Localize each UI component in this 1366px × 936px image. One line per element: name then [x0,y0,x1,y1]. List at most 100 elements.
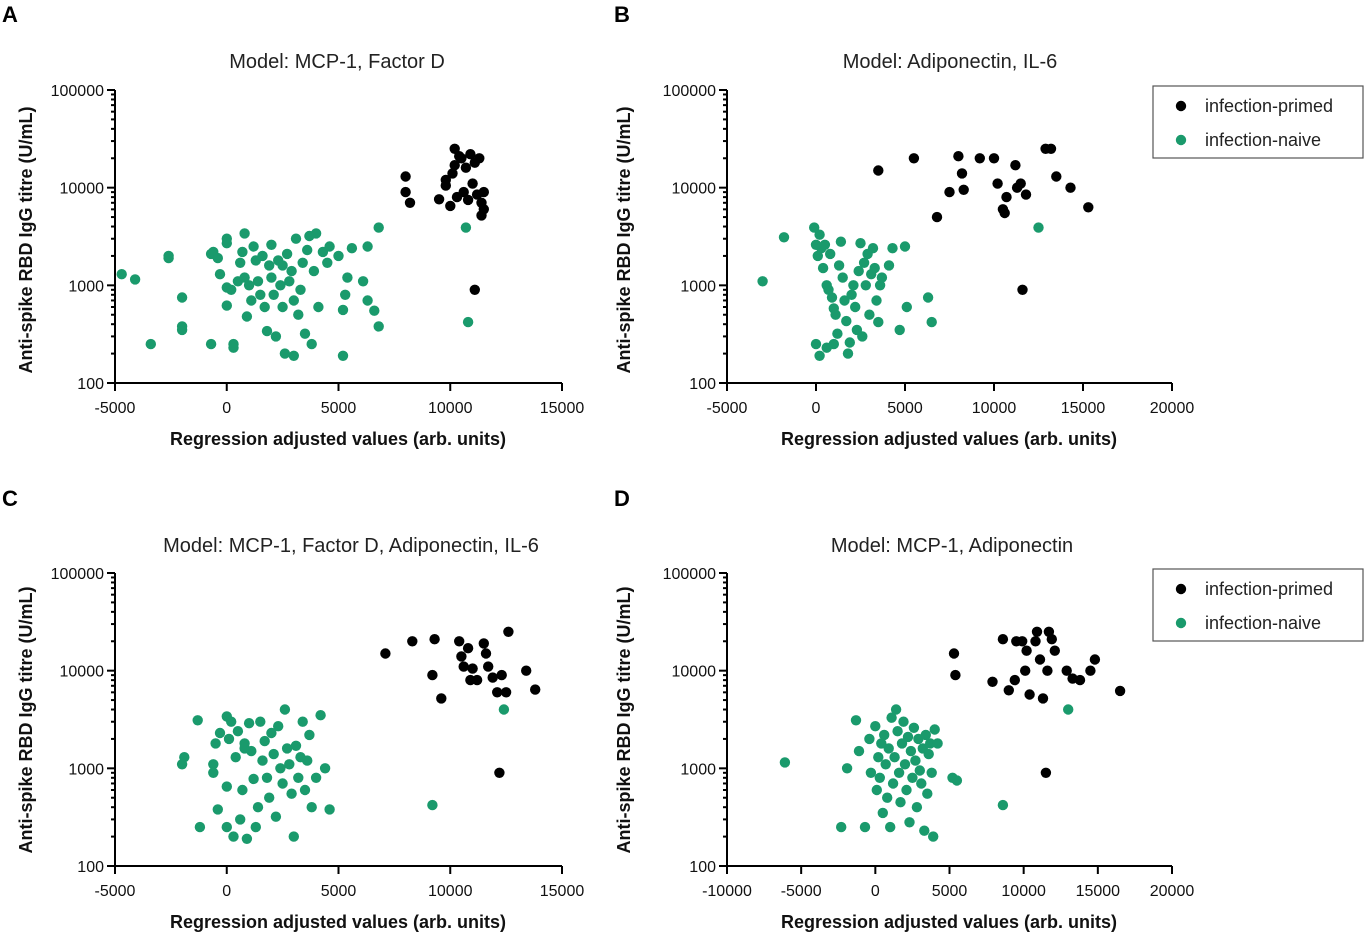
data-point-naive [306,338,317,350]
data-point-primed [1042,665,1053,676]
data-point-naive [864,733,875,745]
data-point-naive [205,338,217,350]
data-point-naive [221,821,232,833]
data-point-naive [867,243,879,254]
x-axis-label: Regression adjusted values (arb. units) [170,912,506,932]
x-tick-label: 15000 [1076,883,1121,900]
data-point-naive [275,280,286,291]
data-point-naive [176,321,188,332]
x-tick-label: -5000 [95,400,136,417]
data-point-primed [950,669,961,681]
data-point-naive [905,745,917,757]
data-point-naive [208,767,219,778]
data-point-naive [268,289,279,300]
data-point-primed [1074,674,1086,686]
data-point-naive [212,804,223,815]
data-point-primed [447,168,458,179]
x-tick-label: 0 [871,883,880,900]
data-point-naive [286,788,297,799]
data-point-primed [404,197,416,208]
data-point-primed [1034,654,1046,665]
data-point-naive [841,763,853,774]
data-point-naive [192,715,203,726]
data-point-primed [503,626,514,637]
data-point-naive [837,272,848,283]
panel-b: B Model: Adiponectin, IL-6 100 1000 10000 100… [614,2,1364,449]
data-point-naive [346,243,358,254]
data-point-naive [923,748,934,760]
data-point-naive [250,821,261,833]
x-tick-label: 15000 [540,400,585,417]
data-point-primed [931,211,943,223]
data-point-naive [886,712,897,723]
panel-letter: A [2,2,18,27]
data-point-naive [925,738,936,749]
data-point-primed [469,284,480,295]
y-tick-label: 10000 [60,664,105,681]
data-point-primed [471,674,483,686]
legend-box [1152,85,1364,159]
data-point-naive [926,767,937,778]
data-point-naive [864,309,875,320]
data-point-primed [483,661,494,672]
data-point-naive [315,710,326,721]
x-tick-label: -10000 [702,883,752,900]
data-point-naive [266,239,277,250]
data-point-naive [819,239,831,250]
data-point-primed [1037,693,1049,704]
data-point-naive [498,704,510,715]
data-point-naive [778,232,790,243]
data-point-naive [825,248,836,260]
data-point-naive [874,772,885,783]
data-point-naive [246,295,257,306]
data-point-naive [304,729,315,741]
data-point-naive [273,721,284,732]
data-point-primed [467,178,478,189]
data-point-naive [243,718,255,729]
data-point-naive [865,767,877,778]
data-point-naive [145,338,156,350]
data-point-primed [1017,284,1028,295]
data-point-primed [988,153,1000,164]
data-point-primed [1061,665,1072,676]
data-point-primed [1015,178,1026,189]
data-point-naive [337,350,349,361]
data-point-naive [460,222,472,233]
data-point-naive [835,236,847,247]
data-point-primed [460,162,472,173]
data-point-naive [809,222,820,233]
data-point-primed [1010,160,1021,171]
data-point-naive [228,831,239,842]
data-point-naive [926,316,937,328]
data-point-naive [266,272,277,283]
data-point-naive [997,799,1009,811]
data-point-naive [902,731,914,743]
data-point-naive [814,229,825,240]
data-point-naive [870,721,881,732]
data-point-naive [333,250,344,262]
data-point-naive [288,295,299,306]
data-point-naive [214,269,226,280]
data-point-primed [487,672,498,683]
data-point-naive [817,262,829,274]
legend-marker [1175,617,1187,629]
data-point-primed [1049,645,1061,656]
data-point-naive [779,757,791,768]
data-point-naive [252,276,264,287]
data-point-naive [176,759,188,770]
data-point-primed [1021,645,1032,656]
legend-marker [1175,583,1187,595]
data-point-naive [299,328,311,339]
x-axis-label: Regression adjusted values (arb. units) [170,429,506,449]
data-point-naive [266,727,277,739]
data-point-naive [248,773,259,785]
data-point-naive [907,772,918,783]
data-point-naive [850,715,862,726]
data-point-primed [465,149,476,160]
data-point-naive [239,743,250,754]
data-point-naive [910,755,921,766]
data-point-naive [281,248,293,260]
data-point-naive [261,325,273,337]
panel-title: Model: MCP-1, Adiponectin [831,535,1073,557]
